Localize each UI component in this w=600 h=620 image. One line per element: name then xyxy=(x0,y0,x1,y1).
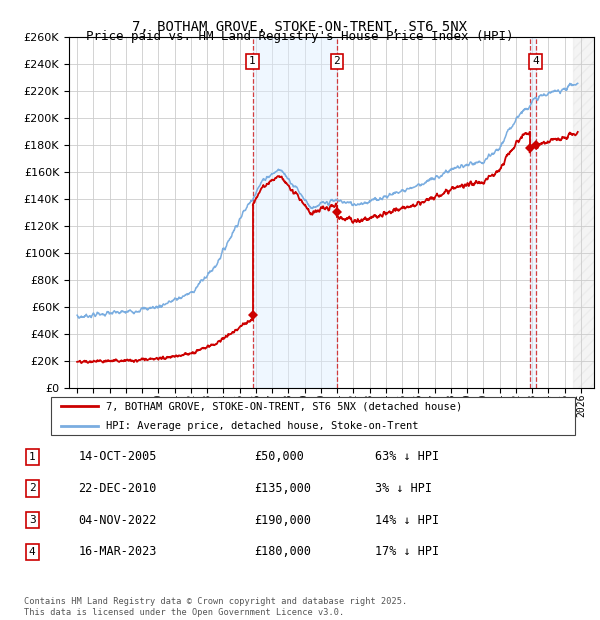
Text: 14% ↓ HPI: 14% ↓ HPI xyxy=(375,514,439,527)
Text: Price paid vs. HM Land Registry's House Price Index (HPI): Price paid vs. HM Land Registry's House … xyxy=(86,30,514,43)
Text: 2: 2 xyxy=(29,484,35,494)
Text: £135,000: £135,000 xyxy=(254,482,311,495)
Text: 1: 1 xyxy=(29,452,35,462)
Text: 1: 1 xyxy=(249,56,256,66)
Text: 7, BOTHAM GROVE, STOKE-ON-TRENT, ST6 5NX (detached house): 7, BOTHAM GROVE, STOKE-ON-TRENT, ST6 5NX… xyxy=(106,401,463,411)
Text: 04-NOV-2022: 04-NOV-2022 xyxy=(78,514,157,527)
Text: 2: 2 xyxy=(334,56,340,66)
FancyBboxPatch shape xyxy=(50,397,575,435)
Text: Contains HM Land Registry data © Crown copyright and database right 2025.
This d: Contains HM Land Registry data © Crown c… xyxy=(24,598,407,617)
Text: 16-MAR-2023: 16-MAR-2023 xyxy=(78,546,157,559)
Text: 17% ↓ HPI: 17% ↓ HPI xyxy=(375,546,439,559)
Bar xyxy=(253,37,337,387)
Text: 14-OCT-2005: 14-OCT-2005 xyxy=(78,450,157,463)
Text: 4: 4 xyxy=(29,547,35,557)
Text: 3% ↓ HPI: 3% ↓ HPI xyxy=(375,482,432,495)
Text: HPI: Average price, detached house, Stoke-on-Trent: HPI: Average price, detached house, Stok… xyxy=(106,421,419,431)
Text: 3: 3 xyxy=(29,515,35,525)
Text: 63% ↓ HPI: 63% ↓ HPI xyxy=(375,450,439,463)
Text: 22-DEC-2010: 22-DEC-2010 xyxy=(78,482,157,495)
Text: £180,000: £180,000 xyxy=(254,546,311,559)
Text: £190,000: £190,000 xyxy=(254,514,311,527)
Text: 4: 4 xyxy=(532,56,539,66)
Text: £50,000: £50,000 xyxy=(254,450,304,463)
Bar xyxy=(573,37,594,387)
Bar xyxy=(530,37,536,387)
Text: 7, BOTHAM GROVE, STOKE-ON-TRENT, ST6 5NX: 7, BOTHAM GROVE, STOKE-ON-TRENT, ST6 5NX xyxy=(133,20,467,34)
